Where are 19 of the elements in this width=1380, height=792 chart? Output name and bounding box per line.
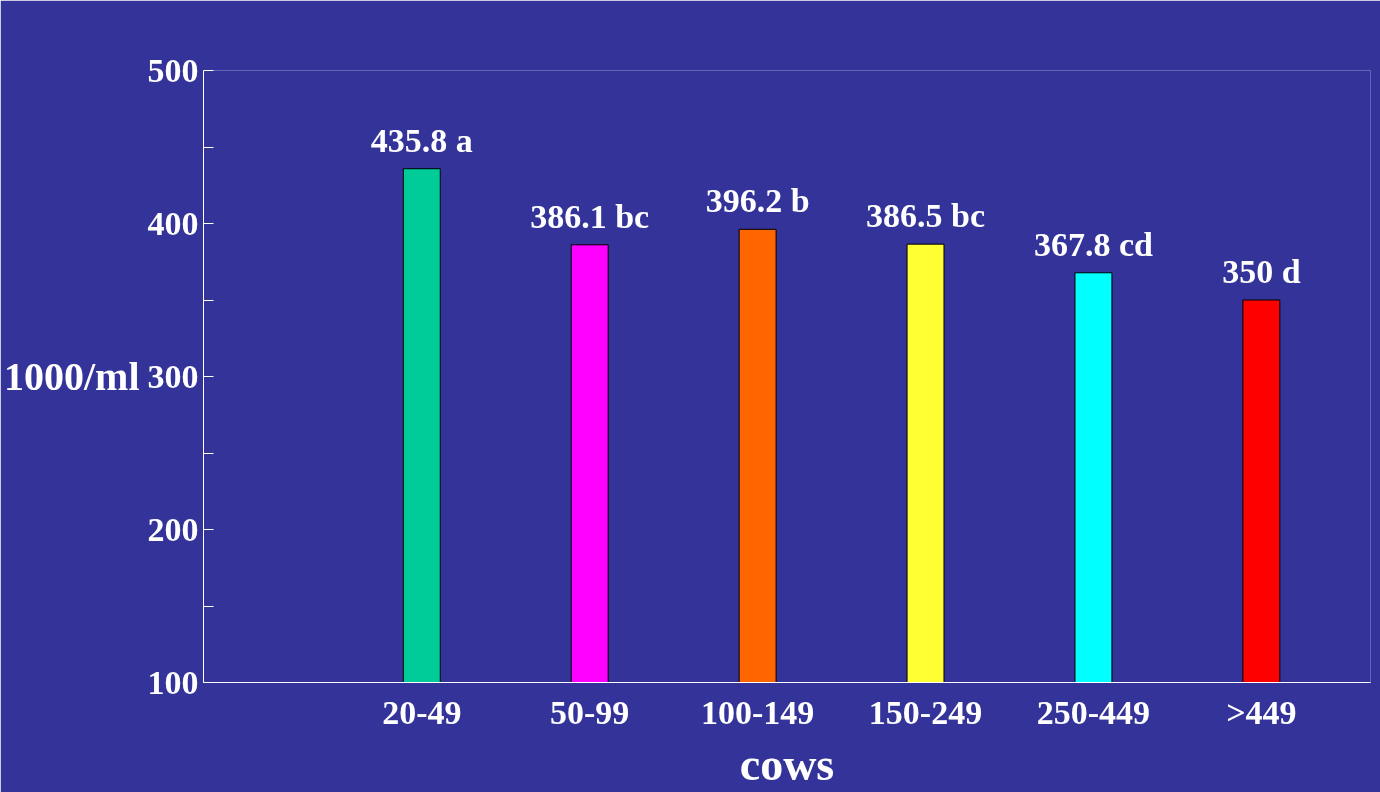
data-label: 367.8 cd — [1033, 225, 1154, 263]
y-tick-label: 300 — [147, 357, 199, 395]
data-label: 435.8 a — [370, 121, 473, 159]
data-label: 386.1 bc — [530, 197, 650, 235]
x-tick-label: 150-249 — [868, 693, 983, 731]
x-tick-label: 20-49 — [382, 693, 462, 731]
x-axis-title: cows — [739, 738, 835, 790]
y-tick-label: 400 — [147, 204, 199, 242]
data-label: 350 d — [1222, 253, 1301, 290]
x-tick-label: 250-449 — [1036, 693, 1151, 731]
data-label: 386.5 bc — [866, 197, 986, 235]
x-tick-label: >449 — [1226, 693, 1297, 731]
x-tick-label: 50-99 — [550, 693, 630, 731]
y-tick-label: 200 — [147, 510, 199, 548]
x-tick-label: 100-149 — [700, 693, 815, 731]
y-tick-label: 500 — [147, 51, 199, 89]
data-label: 396.2 b — [705, 182, 810, 220]
y-tick-label: 100 — [147, 663, 199, 701]
y-axis-title: 1000/ml — [3, 354, 140, 399]
